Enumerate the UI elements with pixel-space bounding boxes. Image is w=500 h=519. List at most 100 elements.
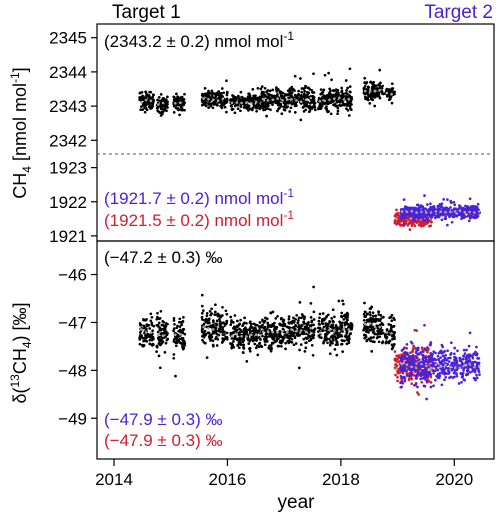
top-target2-point [474, 206, 477, 209]
top-target1-point [277, 107, 280, 111]
bottom-target2-point [403, 356, 407, 359]
bottom-target1-point [158, 317, 162, 320]
bottom-target1-point [214, 303, 217, 307]
bottom-target1-point [331, 308, 335, 312]
top-target2-point [400, 217, 403, 220]
bottom-target1-point [305, 323, 309, 326]
bottom-target1-point [155, 317, 159, 321]
top-target2-point [471, 206, 475, 210]
bottom-target2-point [468, 331, 472, 335]
bottom-target1-median-point [271, 330, 275, 334]
top-target1-point [206, 91, 209, 95]
bottom-target1-point [377, 313, 381, 316]
top-target1-point [276, 101, 280, 104]
bottom-target1-median-point [342, 328, 346, 331]
bottom-target2-point [446, 362, 449, 366]
top-target1-point [289, 95, 293, 99]
bottom-target1-point [204, 333, 207, 337]
bottom-target1-point [264, 337, 268, 341]
bottom-target1-point [295, 333, 299, 336]
top-target1-point [259, 87, 263, 91]
top-target1-point [233, 100, 236, 104]
top-target1-point [271, 88, 275, 92]
bottom-target1-point [180, 343, 184, 346]
bottom-target1-point [318, 326, 322, 330]
bottom-target1-point [142, 318, 146, 322]
bottom-target2-point [402, 375, 406, 379]
top-target1-median-point [139, 101, 143, 104]
bottom-target1-point [269, 343, 273, 347]
bottom-target1-median-point [337, 329, 341, 333]
bottom-target2-point [409, 361, 412, 364]
top-target1-point [303, 95, 307, 98]
bottom-target2-point [415, 356, 419, 360]
bottom-target1-median-point [281, 329, 284, 333]
top-target1-point [305, 95, 309, 99]
top-target2_red-point [395, 208, 398, 212]
top-target2-point [460, 209, 464, 213]
top-target1-point [280, 112, 284, 116]
bottom-target1-point [345, 331, 349, 335]
top-target1-point [265, 114, 268, 118]
bottom-target1-point [281, 324, 285, 328]
bottom-target1-point [178, 317, 182, 321]
top-target1-point [363, 81, 366, 84]
bottom-target1-point [181, 329, 185, 332]
bottom-target1-point [318, 323, 321, 326]
top-target1-point [152, 98, 155, 102]
bottom-target2-point [414, 381, 418, 385]
bottom-target1-point [323, 335, 327, 339]
top-target1-point [308, 109, 312, 112]
bottom-target1-point [263, 343, 267, 347]
bottom-target2-point [449, 375, 453, 379]
top-target2-median-point [463, 210, 467, 214]
top-target1-point [345, 92, 349, 96]
bottom-target1-point [343, 334, 347, 338]
top-target1-point [239, 109, 242, 113]
bottom-target1-median-point [318, 331, 322, 335]
bottom-target1-point [293, 336, 297, 340]
top-target1-median-point [245, 101, 248, 104]
top-target1-point [204, 104, 208, 108]
top-target1-point [290, 85, 294, 89]
top-target1-point [265, 102, 268, 106]
bottom-target1-point [215, 344, 219, 347]
bottom-target1-point [208, 310, 212, 313]
top-target2-median-point [478, 210, 481, 213]
bottom-target1-point [245, 330, 248, 334]
bottom-target1-point [307, 327, 310, 330]
top-target1-median-point [333, 97, 336, 100]
top-target1-point [220, 102, 224, 106]
top-target1-point [297, 89, 300, 93]
bottom-target2-point [446, 349, 449, 353]
top-target2-point [430, 215, 434, 219]
bottom-target2-point [404, 361, 408, 364]
top-target1-median-point [385, 91, 389, 95]
top-target1-point [236, 94, 240, 98]
bottom-target2-median-point [449, 365, 452, 369]
top-target1-point [271, 101, 275, 104]
bottom-target2-point [410, 355, 414, 358]
bottom-target1-point [363, 325, 367, 329]
bottom-target1-point [156, 330, 160, 334]
top-target1-point [164, 106, 167, 109]
top-target1-point [161, 110, 165, 113]
bottom-target2-point [423, 376, 427, 380]
bottom-target1-point [384, 341, 388, 345]
top-target1-point [225, 79, 228, 83]
bottom-target2-point [453, 358, 456, 362]
bottom-target2-point [461, 371, 465, 375]
bottom-target1-point [290, 341, 294, 344]
bottom-target1-point [299, 343, 303, 346]
top-upper-ytick-label: 2344 [49, 63, 87, 82]
bottom-target2-point [475, 353, 479, 357]
top-target2-point [425, 217, 429, 221]
bottom-target1-point [213, 313, 217, 316]
bottom-target2-point [447, 356, 450, 360]
bottom-target2-median-point [468, 362, 471, 366]
bottom-target1-point [344, 328, 348, 331]
top-target1-point [387, 98, 391, 102]
bottom-target2_red-point [420, 380, 424, 384]
bottom-target1-point [256, 344, 259, 347]
bottom-target1-point [144, 334, 148, 338]
